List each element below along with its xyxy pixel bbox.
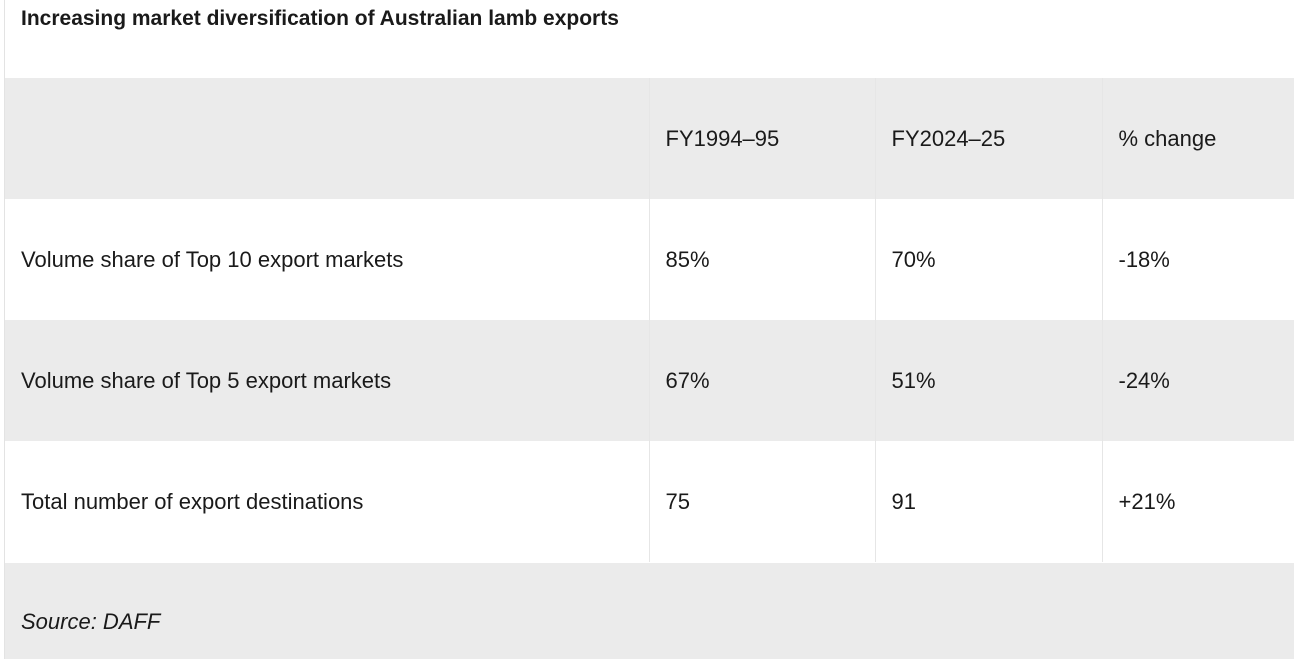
cell-value: 91 (874, 441, 1102, 562)
row-label: Total number of export destinations (5, 441, 649, 562)
source-row: Source: DAFF (5, 563, 1294, 659)
data-table: FY1994–95 FY2024–25 % change Volume shar… (5, 78, 1294, 562)
header-cell-change: % change (1101, 78, 1294, 199)
article-table-figure: Increasing market diversification of Aus… (4, 0, 1294, 659)
table-row: Volume share of Top 5 export markets 67%… (5, 320, 1294, 441)
cell-change: +21% (1101, 441, 1294, 562)
cell-value: 75 (648, 441, 875, 562)
cell-value: 67% (648, 320, 875, 441)
table-row: Volume share of Top 10 export markets 85… (5, 199, 1294, 320)
table-title: Increasing market diversification of Aus… (21, 7, 619, 30)
cell-change: -18% (1101, 199, 1294, 320)
cell-value: 85% (648, 199, 875, 320)
cell-change: -24% (1101, 320, 1294, 441)
header-cell-empty (5, 78, 649, 199)
table-row: Total number of export destinations 75 9… (5, 441, 1294, 562)
header-cell-fy1994: FY1994–95 (648, 78, 875, 199)
source-note: Source: DAFF (21, 609, 161, 634)
row-label: Volume share of Top 10 export markets (5, 199, 649, 320)
row-label: Volume share of Top 5 export markets (5, 320, 649, 441)
cell-value: 51% (874, 320, 1102, 441)
table-header-row: FY1994–95 FY2024–25 % change (5, 78, 1294, 199)
cell-value: 70% (874, 199, 1102, 320)
header-cell-fy2024: FY2024–25 (874, 78, 1102, 199)
